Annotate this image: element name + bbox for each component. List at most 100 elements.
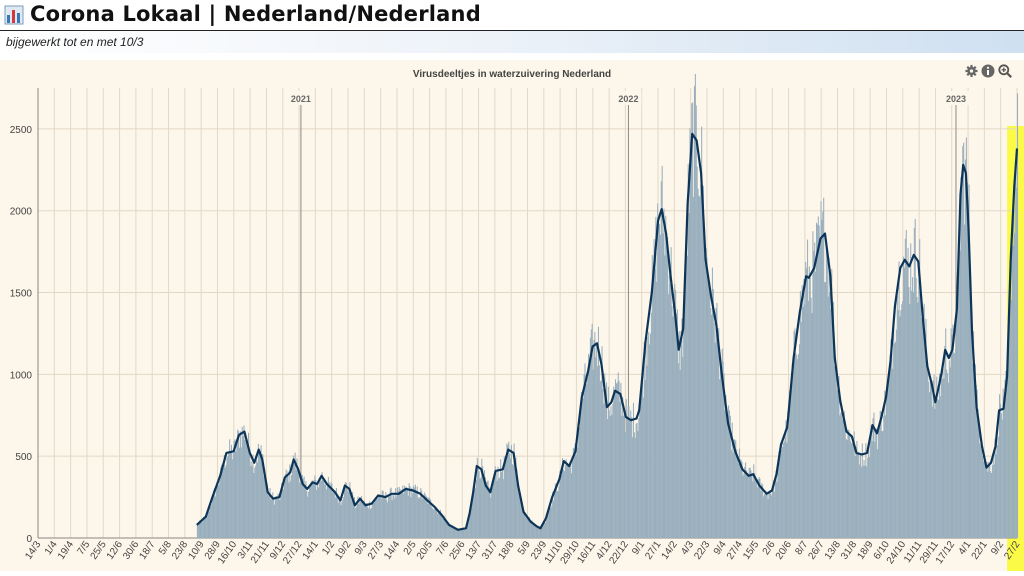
daily-bar	[684, 245, 687, 539]
daily-bar	[587, 378, 589, 538]
x-tick-label: 20/6	[774, 539, 794, 562]
daily-bar	[311, 480, 313, 538]
daily-bar	[727, 417, 729, 538]
daily-bar	[362, 501, 364, 538]
daily-bar	[917, 302, 919, 538]
daily-bar	[391, 500, 393, 538]
daily-bar	[655, 216, 657, 538]
daily-bar	[596, 345, 598, 538]
daily-bar	[414, 484, 416, 538]
daily-bar	[197, 524, 199, 538]
daily-bar	[738, 448, 740, 538]
daily-bar	[617, 372, 619, 538]
daily-bar	[930, 382, 932, 538]
daily-bar	[867, 457, 869, 538]
year-marker-bg	[287, 91, 314, 105]
daily-bar	[205, 515, 207, 538]
daily-bar	[787, 411, 789, 538]
daily-bar	[629, 420, 631, 538]
daily-bar	[216, 481, 218, 538]
gear-icon[interactable]	[965, 64, 978, 78]
daily-bar	[215, 488, 217, 538]
daily-bar	[642, 397, 644, 538]
daily-bar	[974, 364, 976, 538]
daily-bar	[881, 431, 883, 538]
daily-bar	[860, 466, 862, 538]
daily-bar	[466, 526, 468, 538]
daily-bar	[704, 263, 706, 538]
daily-bar	[202, 521, 204, 538]
daily-bar	[656, 281, 658, 538]
daily-bar	[366, 503, 368, 538]
daily-bar	[469, 513, 471, 538]
update-text: bijgewerkt tot en met 10/3	[6, 35, 144, 49]
daily-bar	[710, 307, 712, 538]
daily-bar	[667, 294, 669, 538]
zoom-icon[interactable]	[998, 64, 1012, 78]
daily-bar	[392, 495, 394, 538]
daily-bar	[573, 448, 575, 538]
daily-bar	[914, 218, 916, 538]
daily-bar	[327, 476, 329, 538]
daily-bar	[251, 466, 253, 538]
daily-bar	[557, 491, 559, 538]
daily-bar	[934, 408, 936, 538]
daily-bar	[793, 331, 795, 538]
y-tick-label: 0	[26, 534, 32, 545]
daily-bar	[579, 427, 581, 538]
daily-bar	[679, 369, 681, 538]
daily-bar	[814, 242, 816, 538]
daily-bar	[497, 466, 499, 538]
daily-bar	[562, 457, 564, 538]
daily-bar	[990, 471, 992, 538]
daily-bar	[279, 499, 281, 538]
daily-bar	[380, 498, 382, 538]
daily-bar	[808, 266, 810, 538]
daily-bar	[472, 494, 474, 538]
daily-bar	[866, 466, 868, 538]
daily-bar	[775, 470, 777, 538]
daily-bar	[328, 482, 330, 538]
daily-bar	[245, 439, 247, 538]
daily-bar	[950, 328, 952, 538]
x-tick-label: 27/1	[643, 539, 663, 562]
daily-bar	[268, 493, 270, 538]
x-tick-label: 10/9	[186, 539, 206, 562]
daily-bar	[494, 466, 496, 538]
info-icon[interactable]	[981, 64, 995, 78]
daily-bar	[398, 486, 400, 538]
daily-bar	[405, 486, 407, 538]
daily-bar	[769, 493, 771, 538]
daily-bar	[1007, 354, 1009, 538]
daily-bar	[719, 379, 721, 538]
daily-bar	[747, 476, 749, 538]
daily-bar	[863, 459, 865, 538]
daily-bar	[891, 349, 893, 538]
daily-bar	[473, 495, 475, 538]
daily-bar	[533, 522, 535, 538]
daily-bar	[770, 493, 772, 538]
daily-bar	[440, 516, 442, 538]
daily-bar	[692, 102, 694, 539]
daily-bar	[441, 518, 443, 538]
daily-bar	[409, 485, 411, 538]
daily-bar	[772, 490, 774, 538]
daily-bar	[584, 363, 586, 538]
daily-bar	[928, 381, 930, 538]
daily-bar	[592, 369, 594, 538]
daily-bar	[329, 486, 331, 538]
daily-bar	[985, 467, 987, 538]
chart-svg: Virusdeeltjes in waterzuivering Nederlan…	[10, 69, 1024, 571]
daily-bar	[1009, 266, 1011, 538]
x-tick-label: 31/8	[839, 539, 859, 562]
daily-bar	[467, 520, 469, 538]
daily-bar	[745, 462, 747, 538]
daily-bar	[508, 441, 510, 538]
daily-bar	[482, 466, 484, 538]
daily-bar	[361, 503, 363, 538]
daily-bar	[379, 494, 381, 538]
daily-bar	[269, 488, 271, 538]
daily-bar	[888, 367, 890, 538]
daily-bar	[735, 440, 737, 538]
daily-bar	[339, 500, 341, 538]
